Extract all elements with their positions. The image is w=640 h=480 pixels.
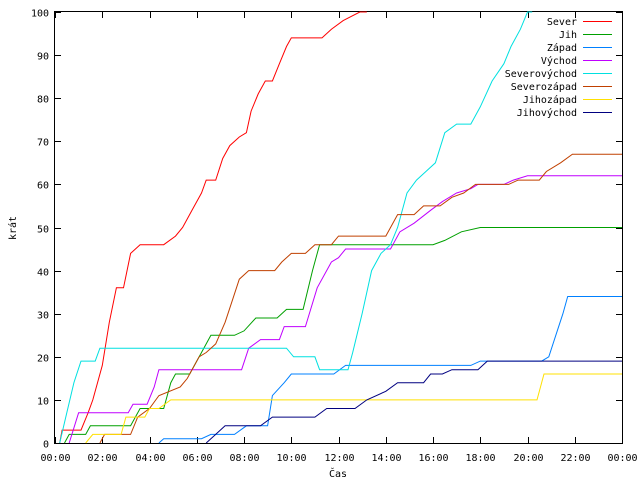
series-lines (59, 11, 622, 444)
x-tick-label: 12:00 (324, 453, 354, 464)
legend-label: Sever (547, 17, 577, 28)
y-tick-label: 90 (37, 52, 49, 63)
y-tick-label: 20 (37, 354, 49, 365)
series-line-jihozápad (85, 373, 622, 444)
x-tick-label: 16:00 (418, 453, 448, 464)
y-tick-label: 60 (37, 181, 49, 192)
x-tick-label: 02:00 (87, 453, 117, 464)
x-axis-title: Čas (329, 467, 347, 480)
legend-label: Severovýchod (505, 68, 577, 80)
series-line-sever (59, 11, 367, 444)
series-line-severovýchod (59, 11, 533, 444)
x-tick-label: 00:00 (40, 453, 70, 464)
x-tick-label: 06:00 (182, 453, 212, 464)
y-tick-label: 40 (37, 268, 49, 279)
legend-label: Východ (541, 55, 577, 67)
x-tick-label: 10:00 (276, 453, 306, 464)
y-tick-label: 50 (37, 225, 49, 236)
legend-label: Západ (547, 42, 577, 54)
series-line-jih (64, 227, 622, 444)
y-tick-label: 70 (37, 138, 49, 149)
x-tick-label: 18:00 (465, 453, 495, 464)
y-tick-label: 30 (37, 311, 49, 322)
y-tick-label: 10 (37, 397, 49, 408)
x-tick-label: 20:00 (513, 453, 543, 464)
legend-label: Jihovýchod (517, 107, 577, 119)
series-line-jihovýchod (205, 360, 622, 444)
x-tick-label: 14:00 (371, 453, 401, 464)
x-tick-label: 08:00 (229, 453, 259, 464)
series-line-severozápad (99, 153, 622, 444)
series-line-východ (68, 175, 622, 444)
axis-ticks: 0 10 20 30 40 50 60 70 80 90 100 00:00 02:00 04:00 06:… (31, 9, 638, 465)
legend-label: Jihozápad (523, 94, 577, 106)
y-tick-label: 0 (43, 440, 49, 451)
y-tick-label: 80 (37, 95, 49, 106)
x-tick-label: 00:00 (607, 453, 637, 464)
x-tick-label: 22:00 (560, 453, 590, 464)
y-axis-title: krát (7, 216, 19, 240)
plot-frame (54, 11, 623, 444)
legend-label: Jih (559, 30, 577, 41)
legend: Sever JihZápadVýchodSeverovýchodSeverozáp… (505, 17, 612, 119)
series-line-západ (158, 296, 622, 444)
y-tick-label: 100 (31, 9, 49, 20)
x-tick-label: 04:00 (135, 453, 165, 464)
legend-label: Severozápad (511, 81, 577, 93)
